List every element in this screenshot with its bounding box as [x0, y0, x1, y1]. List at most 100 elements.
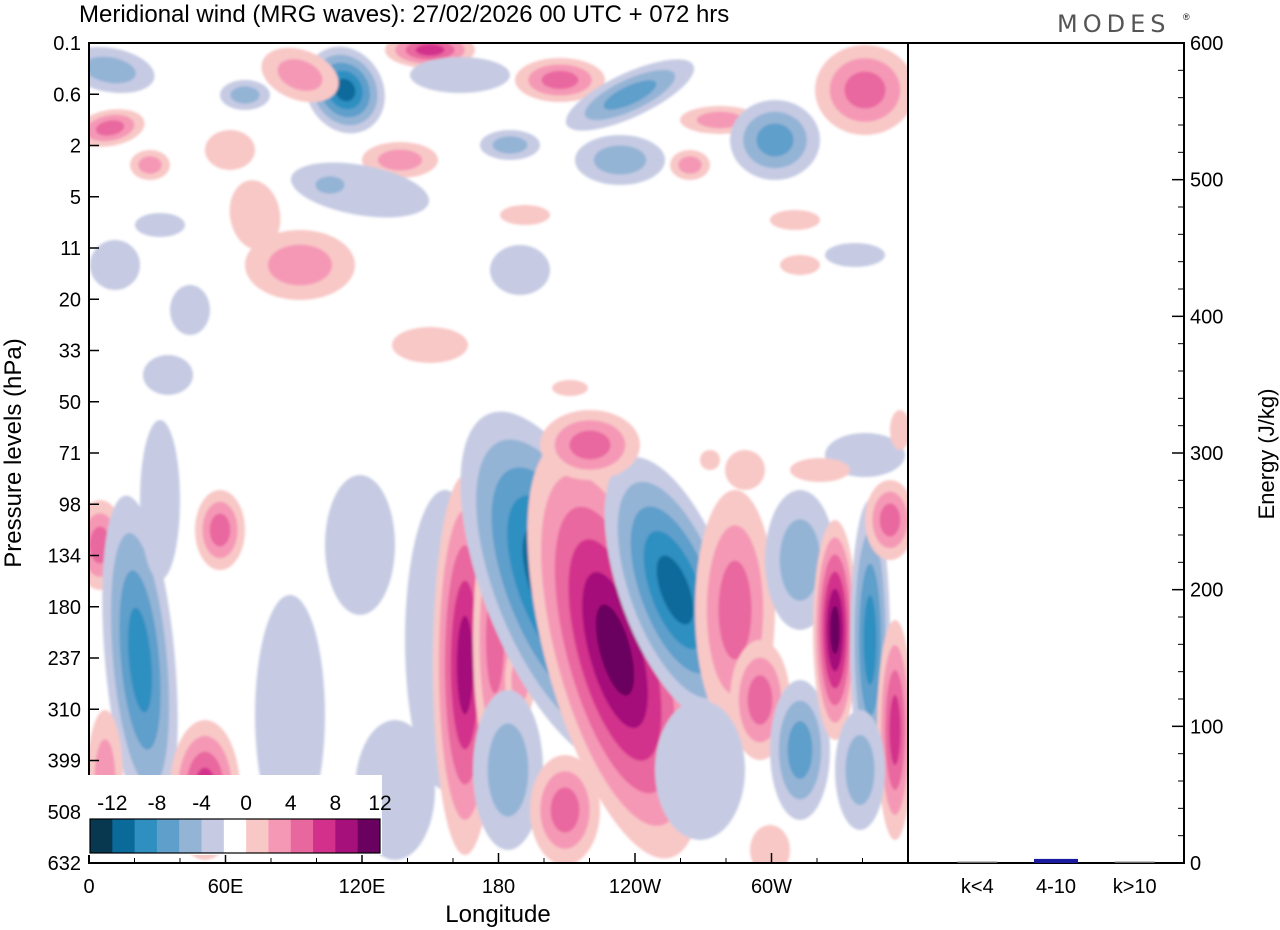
energy-bar-2 — [1114, 861, 1155, 863]
colorbar-frame — [89, 818, 381, 854]
y-tick-label-9: 98 — [59, 494, 81, 516]
negative-contour-14-1 — [492, 136, 528, 154]
positive-contour-29-0 — [392, 327, 468, 363]
y-tick-label-5: 20 — [59, 289, 81, 311]
energy-panel-frame — [907, 42, 1185, 864]
positive-contour-25-0 — [500, 205, 550, 225]
colorbar-label-2: -4 — [192, 792, 211, 815]
colorbar-cell-8 — [268, 819, 292, 853]
negative-contour-39-0 — [140, 420, 180, 580]
x-axis-label: Longitude — [445, 901, 550, 928]
y-tick-label-1: 0.6 — [53, 84, 81, 106]
colorbar-cell-11 — [335, 819, 359, 853]
positive-contour-27-0 — [780, 255, 820, 275]
positive-contour-10-1 — [696, 111, 744, 129]
x-tick-label-1: 60E — [208, 876, 244, 898]
y-tick-label-0: 0.1 — [53, 33, 81, 55]
colorbar-label-3: 0 — [240, 792, 252, 815]
x-axis: 0 60E 120E 180 120W 60W — [83, 853, 863, 898]
y-tick-label-11: 180 — [48, 597, 81, 619]
energy-bar-0 — [957, 861, 998, 863]
y-tick-label-10: 134 — [48, 546, 81, 568]
energy-tick-label-1: 100 — [1190, 716, 1223, 738]
negative-contour-8-2 — [603, 80, 657, 110]
y-tick-label-16: 632 — [48, 853, 81, 875]
chart-title: Meridional wind (MRG waves): 27/02/2026 … — [79, 1, 729, 28]
positive-contour-62-3 — [889, 695, 901, 765]
positive-contour-5-2 — [95, 120, 125, 136]
negative-contour-43-0 — [325, 475, 395, 615]
negative-contour-4-1 — [230, 86, 260, 104]
energy-tick-label-6: 600 — [1190, 33, 1223, 55]
positive-contour-7-2 — [541, 70, 579, 90]
energy-tick-label-2: 200 — [1190, 580, 1223, 602]
positive-contour-46-4 — [456, 615, 474, 715]
positive-contour-26-0 — [770, 210, 820, 230]
negative-contour-28-0 — [825, 243, 885, 267]
x-tick-label-5: 60W — [751, 876, 792, 898]
positive-contour-66-0 — [700, 450, 720, 470]
negative-contour-60-3 — [863, 595, 877, 685]
energy-axis-label: Energy (J/kg) — [1254, 389, 1279, 520]
positive-contour-15-1 — [678, 156, 702, 174]
y-tick-label-15: 508 — [48, 802, 81, 824]
negative-contour-63-1 — [845, 735, 875, 805]
energy-tick-label-4: 400 — [1190, 306, 1223, 328]
energy-category-label-2: k>10 — [1113, 876, 1157, 898]
colorbar-cell-0 — [90, 819, 113, 853]
colorbar-cell-7 — [246, 819, 269, 853]
energy-axis: 0 100 200 300 400 500 600 — [1172, 33, 1223, 875]
colorbar-cell-2 — [134, 819, 158, 853]
negative-contour-19-1 — [315, 176, 345, 194]
x-tick-label-4: 120W — [609, 876, 661, 898]
positive-contour-54-2 — [718, 560, 752, 660]
energy-category-label-0: k<4 — [961, 876, 994, 898]
negative-contour-56-0 — [655, 700, 745, 840]
colorbar-cell-3 — [156, 819, 180, 853]
y-tick-label-6: 33 — [59, 341, 81, 363]
x-tick-label-3: 180 — [482, 876, 515, 898]
positive-contour-50-5 — [595, 604, 635, 696]
negative-contour-38-3 — [128, 607, 152, 713]
colorbar-cell-12 — [357, 819, 381, 853]
brand-registered-mark: ® — [1183, 12, 1190, 22]
y-tick-label-12: 237 — [48, 648, 81, 670]
energy-tick-label-0: 0 — [1190, 853, 1201, 875]
positive-contour-3-3 — [415, 44, 445, 56]
negative-contour-13-1 — [593, 145, 647, 175]
positive-contour-65-0 — [725, 450, 765, 490]
colorbar-cell-10 — [313, 819, 336, 853]
y-axis: 0.1 0.6 2 5 11 20 33 50 71 98 134 180 237 310 399 508 63… — [48, 33, 99, 875]
negative-contour-22-0 — [90, 240, 140, 290]
positive-contour-52-2 — [550, 787, 580, 833]
y-tick-label-8: 71 — [59, 443, 81, 465]
positive-contour-12-2 — [844, 71, 886, 109]
y-tick-label-7: 50 — [59, 392, 81, 414]
colorbar-cell-9 — [290, 819, 314, 853]
positive-contour-35-0 — [890, 410, 908, 450]
negative-contour-24-0 — [490, 245, 550, 295]
colorbar-label-5: 8 — [330, 792, 342, 815]
colorbar: -12 -8 -4 0 4 8 12 — [88, 775, 392, 855]
y-tick-label-3: 5 — [70, 187, 81, 209]
negative-contour-58-1 — [779, 519, 821, 601]
energy-tick-label-5: 500 — [1190, 170, 1223, 192]
positive-contour-21-0 — [229, 180, 281, 250]
colorbar-label-6: 12 — [368, 792, 391, 815]
negative-contour-11-2 — [756, 123, 794, 157]
negative-contour-23-0 — [135, 213, 185, 237]
positive-contour-55-2 — [747, 675, 773, 725]
y-tick-label-14: 399 — [48, 751, 81, 773]
energy-tick-label-3: 300 — [1190, 443, 1223, 465]
colorbar-label-0: -12 — [97, 792, 127, 815]
positive-contour-64-0 — [750, 825, 790, 863]
y-tick-label-4: 11 — [60, 238, 81, 260]
negative-contour-0-1 — [89, 56, 136, 84]
colorbar-cell-1 — [112, 819, 136, 853]
colorbar-cell-4 — [179, 819, 203, 853]
energy-category-label-1: 4-10 — [1036, 876, 1076, 898]
positive-contour-2-1 — [277, 59, 323, 91]
negative-contour-57-2 — [787, 721, 813, 779]
positive-contour-61-2 — [879, 503, 901, 537]
negative-contour-30-0 — [170, 285, 210, 335]
